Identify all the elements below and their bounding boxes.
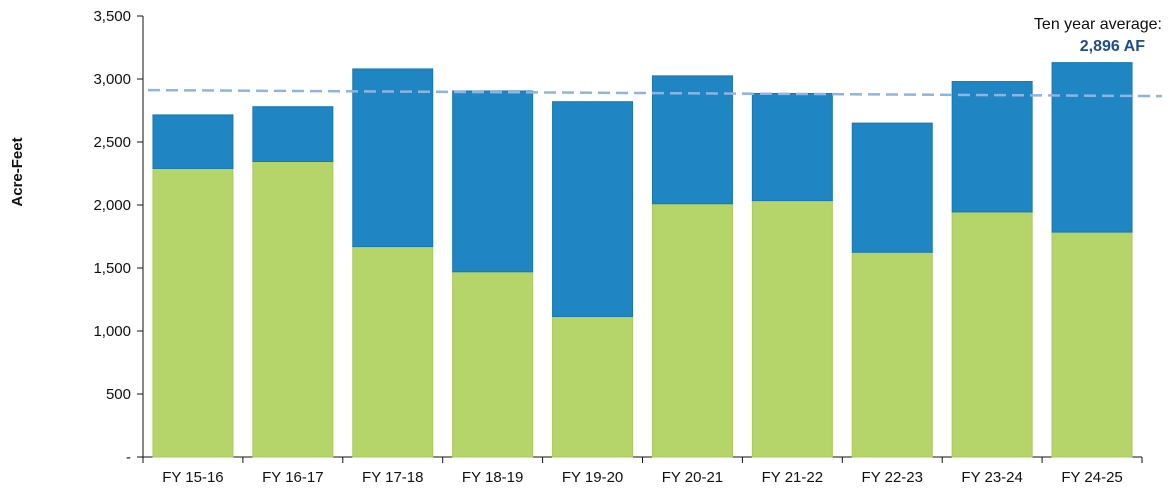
bar-segment-top <box>152 114 234 169</box>
bar-segment-top <box>452 90 534 273</box>
bar-segment-bottom <box>452 271 534 458</box>
bar-segment-bottom <box>552 316 634 458</box>
bar-segment-top <box>252 106 334 163</box>
x-tick-label: FY 21-22 <box>762 469 823 486</box>
bar-segment-bottom <box>1051 231 1133 458</box>
bar-segment-bottom <box>152 167 234 458</box>
bar-segment-top <box>1051 62 1133 233</box>
x-tick-label: FY 17-18 <box>362 469 423 486</box>
y-tick-label: 1,000 <box>93 323 131 340</box>
plot-area: - 500 1,000 1,500 2,000 2,500 3,000 3,500 FY 15-… <box>93 8 1163 486</box>
x-tick-label: FY 23-24 <box>961 469 1022 486</box>
x-tick-label: FY 22-23 <box>862 469 923 486</box>
bar-segment-bottom <box>751 200 833 458</box>
bar-segment-bottom <box>651 203 733 458</box>
bar-segment-top <box>651 75 733 205</box>
bar-segment-bottom <box>252 161 334 458</box>
y-tick-label: 500 <box>106 386 131 403</box>
bar-segment-top <box>352 68 434 248</box>
x-tick-label: FY 20-21 <box>662 469 723 486</box>
y-tick-label: 3,500 <box>93 8 131 25</box>
average-line <box>147 88 1163 98</box>
bar-segment-top <box>851 122 933 253</box>
x-tick-label: FY 19-20 <box>562 469 623 486</box>
x-tick-label: FY 18-19 <box>462 469 523 486</box>
x-tick-label: FY 15-16 <box>162 469 223 486</box>
average-value-label: 2,896 AF <box>1080 38 1145 55</box>
x-tick-label: FY 24-25 <box>1061 469 1122 486</box>
y-tick-label: 2,500 <box>93 134 131 151</box>
bar-segment-bottom <box>851 251 933 458</box>
bar-segment-top <box>951 81 1033 213</box>
average-annotation: Ten year average: 2,896 AF <box>1034 16 1162 55</box>
average-label: Ten year average: <box>1034 16 1162 33</box>
bar-segment-bottom <box>352 246 434 458</box>
y-axis-title-group: Acre-Feet <box>9 137 26 206</box>
y-tick-label: 1,500 <box>93 260 131 277</box>
y-tick-label: - <box>126 449 131 466</box>
bar-segment-bottom <box>951 211 1033 458</box>
bar-segment-top <box>751 92 833 202</box>
x-tick-label: FY 16-17 <box>262 469 323 486</box>
bar-segment-top <box>552 101 634 318</box>
y-tick-label: 2,000 <box>93 197 131 214</box>
y-tick-label: 3,000 <box>93 71 131 88</box>
y-axis-title: Acre-Feet <box>9 137 26 206</box>
